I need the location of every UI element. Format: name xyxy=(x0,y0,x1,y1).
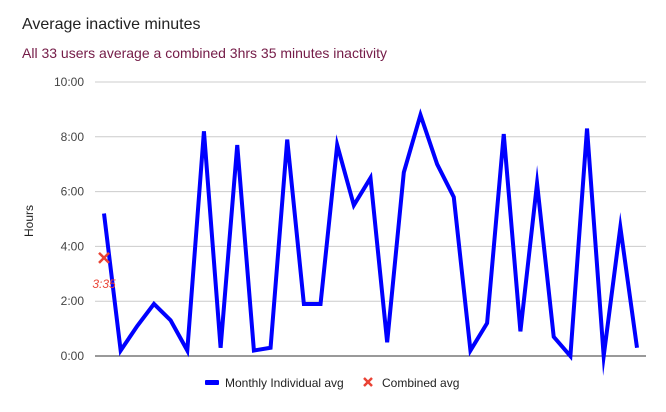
y-tick-label: 8:00 xyxy=(61,130,85,144)
legend-label-monthly-individual-avg: Monthly Individual avg xyxy=(225,376,344,390)
data-point xyxy=(518,329,522,333)
y-tick-label: 2:00 xyxy=(61,294,85,308)
data-point xyxy=(468,349,472,353)
data-point xyxy=(452,195,456,199)
data-point xyxy=(568,354,572,358)
data-point xyxy=(235,143,239,147)
y-tick-label: 10:00 xyxy=(54,75,84,89)
gridlines xyxy=(95,81,646,357)
data-point xyxy=(502,132,506,136)
data-point xyxy=(335,143,339,147)
series-line-monthly-individual-avg xyxy=(102,108,639,376)
data-point xyxy=(485,321,489,325)
data-point xyxy=(552,335,556,339)
legend-swatch-monthly-individual-avg xyxy=(205,380,219,385)
data-point xyxy=(102,212,106,216)
legend-swatch-combined-avg xyxy=(363,377,373,387)
data-point xyxy=(219,346,223,350)
legend-x-glyph xyxy=(363,377,373,387)
y-axis-tick-labels: 0:00 2:00 4:00 6:00 8:00 10:00 xyxy=(54,75,84,363)
data-point xyxy=(135,324,139,328)
data-point xyxy=(535,181,539,185)
data-point xyxy=(269,346,273,350)
data-point xyxy=(402,170,406,174)
data-point xyxy=(435,162,439,166)
legend-label-combined-avg: Combined avg xyxy=(382,376,459,390)
y-tick-label: 6:00 xyxy=(61,185,85,199)
legend: Monthly Individual avg Combined avg xyxy=(205,376,459,390)
data-point xyxy=(119,349,123,353)
chart-subtitle: All 33 users average a combined 3hrs 35 … xyxy=(22,45,387,61)
data-point xyxy=(369,176,373,180)
combined-avg-markers: 3:35 xyxy=(92,251,116,291)
data-point xyxy=(285,138,289,142)
series-lines xyxy=(102,108,639,376)
y-tick-label: 4:00 xyxy=(61,239,85,253)
data-point xyxy=(202,129,206,133)
data-point xyxy=(302,302,306,306)
data-point xyxy=(152,302,156,306)
data-point xyxy=(635,346,639,350)
data-point xyxy=(319,302,323,306)
data-point xyxy=(618,225,622,229)
combined-avg-label: 3:35 xyxy=(92,277,116,291)
data-point xyxy=(169,318,173,322)
data-point xyxy=(252,349,256,353)
data-point xyxy=(352,203,356,207)
data-point xyxy=(585,127,589,131)
y-tick-label: 0:00 xyxy=(61,349,85,363)
data-point xyxy=(602,354,606,358)
y-axis-title: Hours xyxy=(22,205,36,237)
data-point xyxy=(185,349,189,353)
data-point xyxy=(385,340,389,344)
chart-title: Average inactive minutes xyxy=(22,16,201,33)
combined-avg-marker xyxy=(98,251,110,264)
data-point xyxy=(418,113,422,117)
